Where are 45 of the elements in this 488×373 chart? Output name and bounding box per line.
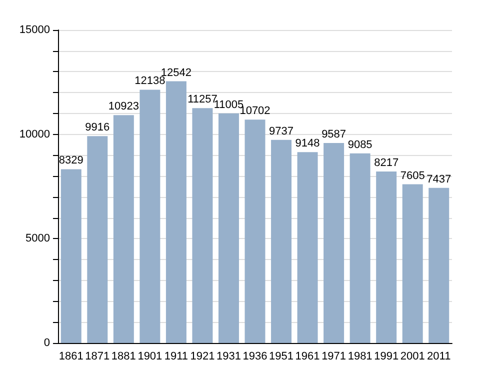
bar <box>87 136 108 343</box>
bar <box>402 184 423 343</box>
x-tick-label: 1901 <box>138 350 162 362</box>
x-tick-label: 1861 <box>58 350 84 362</box>
y-tick-label: 10000 <box>19 128 50 140</box>
x-tick-label: 1991 <box>374 350 399 362</box>
bar <box>113 115 134 343</box>
bar <box>271 140 292 343</box>
x-tick-label: 1971 <box>322 350 346 362</box>
data-label: 9587 <box>322 128 346 140</box>
data-label: 7605 <box>400 170 425 182</box>
data-label: 8329 <box>58 154 84 167</box>
data-label: 8217 <box>374 157 399 170</box>
x-tick-label: 1921 <box>190 350 215 362</box>
x-tick-label: 1951 <box>269 350 294 362</box>
x-tick-label: 1961 <box>295 350 320 362</box>
bar <box>140 90 160 343</box>
data-label: 10923 <box>108 100 139 113</box>
bar <box>60 169 82 343</box>
data-label: 9085 <box>348 138 372 151</box>
data-label: 9916 <box>85 122 110 134</box>
bar <box>324 142 344 343</box>
x-tick-label: 1931 <box>216 350 241 362</box>
x-tick-label: 1936 <box>242 350 268 362</box>
bar <box>350 153 370 343</box>
y-tick-label: 15000 <box>19 24 50 36</box>
bar <box>244 120 266 343</box>
data-label: 12138 <box>134 75 166 88</box>
x-tick-label: 2001 <box>400 350 425 362</box>
x-tick-label: 1981 <box>348 350 372 362</box>
bar <box>376 172 397 343</box>
data-label: 9148 <box>295 138 320 150</box>
bar <box>192 108 213 343</box>
bar <box>297 152 318 343</box>
bar <box>166 81 186 343</box>
data-label: 9737 <box>269 125 294 138</box>
x-tick-label: 2011 <box>427 350 451 362</box>
y-tick-label: 5000 <box>26 232 50 245</box>
x-tick-label: 1871 <box>85 350 110 362</box>
x-tick-label: 1881 <box>111 350 136 362</box>
bar <box>428 188 450 343</box>
data-label: 7437 <box>426 173 452 186</box>
x-tick-label: 1911 <box>164 350 188 362</box>
bar <box>218 113 239 343</box>
y-tick-label: 0 <box>44 337 50 349</box>
